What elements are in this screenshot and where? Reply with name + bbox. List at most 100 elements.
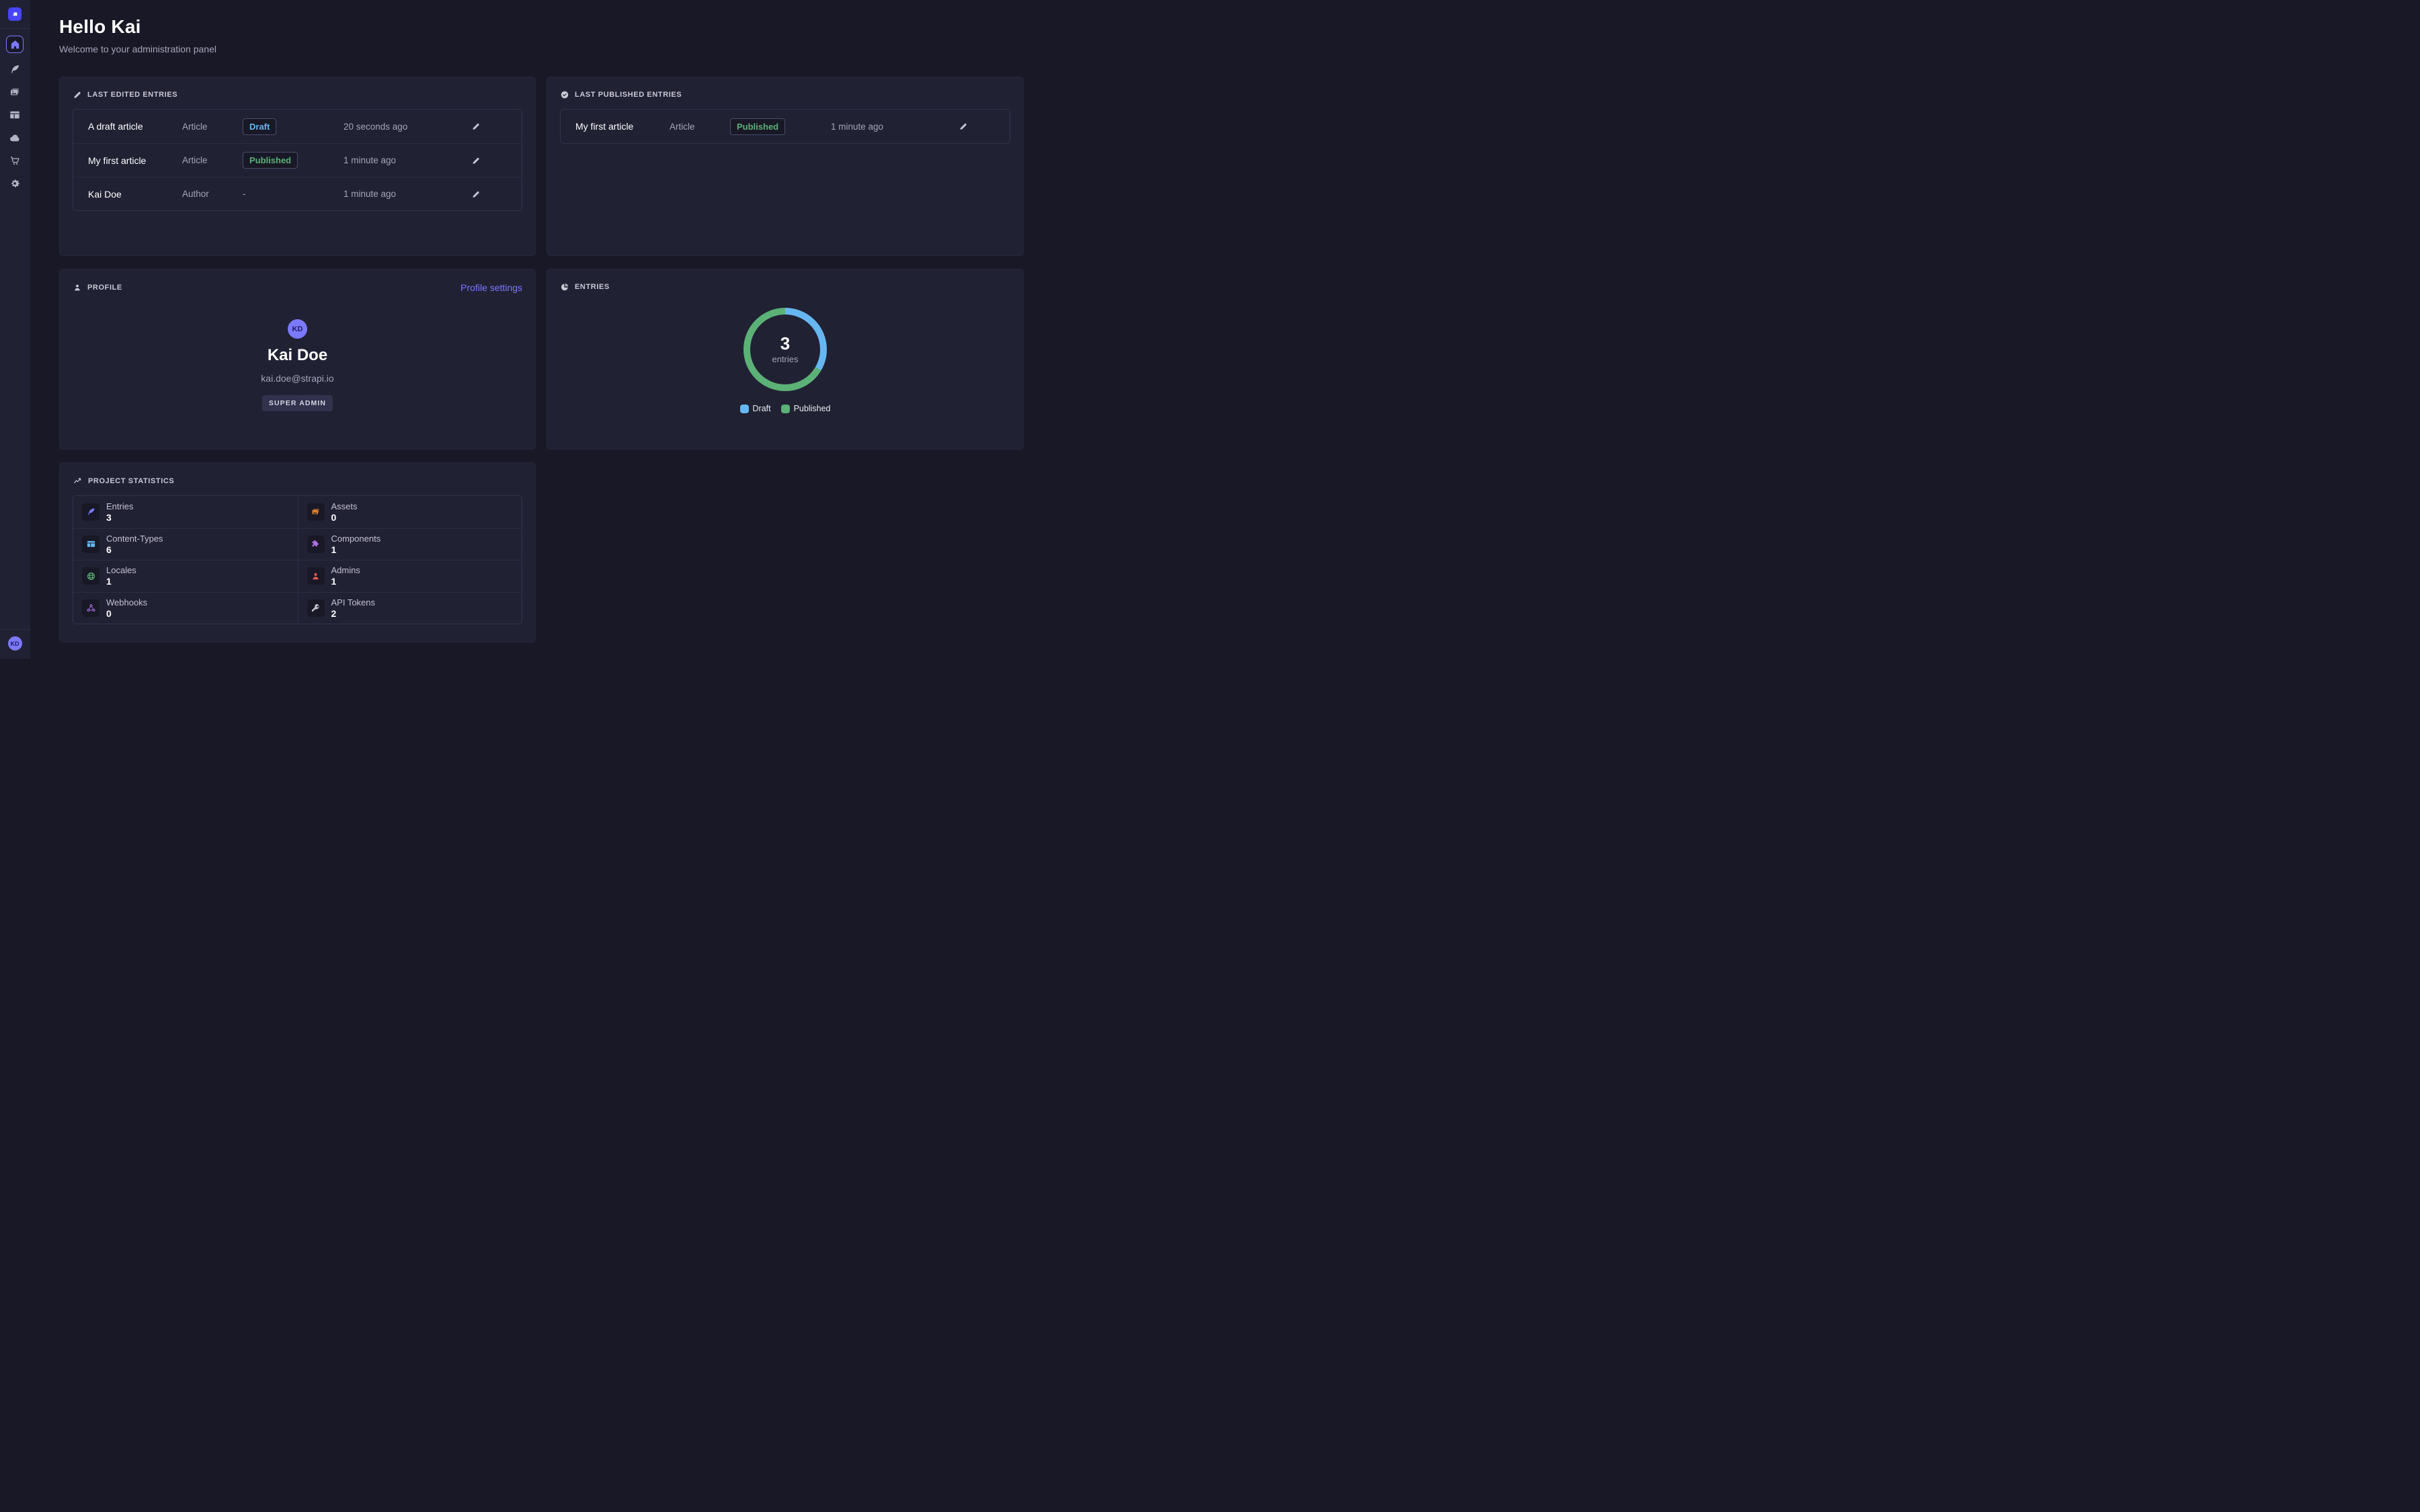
stat-label: Content-Types bbox=[106, 533, 163, 544]
entries-card: ENTRIES 3 entries bbox=[547, 269, 1024, 450]
entry-status: Published bbox=[730, 118, 831, 135]
table-row: A draft article Article Draft 20 seconds… bbox=[73, 110, 522, 143]
last-edited-header: LAST EDITED ENTRIES bbox=[73, 90, 522, 99]
edit-entry-button[interactable] bbox=[471, 122, 481, 131]
page-title: Hello Kai bbox=[59, 16, 141, 37]
entries-body: 3 entries Draft Published bbox=[560, 292, 1010, 413]
sidebar-item-media-library[interactable] bbox=[6, 83, 24, 101]
role-badge: SUPER ADMIN bbox=[261, 395, 333, 411]
images-icon bbox=[9, 86, 21, 98]
entry-name: Kai Doe bbox=[88, 188, 122, 200]
main-content: Hello Kai Welcome to your administration… bbox=[30, 0, 1054, 659]
status-text: - bbox=[243, 188, 246, 199]
user-icon bbox=[73, 283, 82, 292]
feather-icon bbox=[9, 63, 21, 75]
gear-icon bbox=[9, 177, 21, 190]
stat-label: Webhooks bbox=[106, 597, 148, 607]
sidebar-item-marketplace[interactable] bbox=[6, 152, 24, 169]
profile-settings-link[interactable]: Profile settings bbox=[460, 282, 522, 293]
last-edited-table: A draft article Article Draft 20 seconds… bbox=[73, 109, 522, 211]
user-icon bbox=[307, 567, 325, 585]
entry-time: 20 seconds ago bbox=[344, 121, 408, 132]
legend-item-published: Published bbox=[780, 404, 831, 413]
stat-label: Assets bbox=[331, 501, 358, 511]
key-icon bbox=[307, 599, 325, 617]
entries-header: ENTRIES bbox=[560, 282, 1010, 292]
published-swatch bbox=[780, 404, 790, 413]
edit-entry-button[interactable] bbox=[471, 190, 481, 199]
profile-card: PROFILE Profile settings KD Kai Doe kai.… bbox=[59, 269, 536, 450]
legend-item-draft: Draft bbox=[739, 404, 771, 413]
stat-label: Entries bbox=[106, 501, 134, 511]
entries-count-label: entries bbox=[772, 354, 799, 364]
profile-avatar: KD bbox=[288, 319, 307, 339]
entry-time: 1 minute ago bbox=[831, 121, 884, 132]
draft-swatch bbox=[739, 404, 749, 413]
globe-icon bbox=[82, 567, 99, 585]
app-root: KD Hello Kai Welcome to your administrat… bbox=[0, 0, 1054, 659]
images-icon bbox=[307, 503, 325, 521]
table-row: My first article Article Published 1 min… bbox=[561, 110, 1010, 143]
stat-value: 6 bbox=[106, 544, 112, 555]
check-circle-icon bbox=[560, 90, 569, 99]
sidebar-divider bbox=[0, 28, 30, 29]
stat-admins: Admins 1 bbox=[297, 560, 522, 592]
card-title: PROFILE bbox=[87, 284, 122, 292]
stat-label: Components bbox=[331, 533, 381, 544]
sidebar-item-content-type-builder[interactable] bbox=[6, 106, 24, 124]
webhook-icon bbox=[82, 599, 99, 617]
sidebar-item-home[interactable] bbox=[6, 36, 24, 53]
pencil-icon bbox=[471, 156, 481, 165]
profile-name: Kai Doe bbox=[267, 346, 328, 364]
last-edited-card: LAST EDITED ENTRIES A draft article Arti… bbox=[59, 77, 536, 256]
sidebar-divider bbox=[0, 629, 30, 630]
puzzle-icon bbox=[307, 535, 325, 553]
status-badge: Published bbox=[243, 152, 298, 169]
card-title: ENTRIES bbox=[575, 283, 610, 291]
entries-donut-chart: 3 entries bbox=[741, 306, 829, 393]
entry-type: Article bbox=[182, 121, 208, 132]
entry-time: 1 minute ago bbox=[344, 155, 397, 165]
feather-icon bbox=[82, 503, 99, 521]
stat-components: Components 1 bbox=[297, 528, 522, 560]
stats-grid: Entries 3 Assets 0 bbox=[73, 495, 522, 624]
donut-center: 3 entries bbox=[741, 306, 829, 393]
entry-type: Article bbox=[182, 155, 208, 165]
page-subtitle: Welcome to your administration panel bbox=[59, 44, 216, 54]
stat-content-types: Content-Types 6 bbox=[73, 528, 298, 560]
profile-header: PROFILE bbox=[73, 283, 122, 292]
sidebar-bottom: KD bbox=[0, 629, 30, 659]
last-published-table: My first article Article Published 1 min… bbox=[560, 109, 1010, 144]
entries-count: 3 bbox=[780, 333, 791, 353]
dashboard-grid: LAST EDITED ENTRIES A draft article Arti… bbox=[59, 77, 1024, 642]
profile-email: kai.doe@strapi.io bbox=[261, 373, 334, 384]
chart-pie-icon bbox=[560, 282, 569, 292]
page-header: Hello Kai Welcome to your administration… bbox=[59, 16, 1024, 54]
stat-locales: Locales 1 bbox=[73, 560, 298, 592]
sidebar: KD bbox=[0, 0, 30, 659]
sidebar-item-settings[interactable] bbox=[6, 175, 24, 192]
last-published-header: LAST PUBLISHED ENTRIES bbox=[560, 90, 1010, 99]
entry-type: Author bbox=[182, 189, 209, 199]
user-avatar[interactable]: KD bbox=[7, 636, 22, 650]
layout-icon bbox=[9, 109, 21, 121]
pencil-icon bbox=[959, 122, 968, 131]
stat-api-tokens: API Tokens 2 bbox=[297, 591, 522, 624]
card-title: LAST PUBLISHED ENTRIES bbox=[575, 91, 682, 99]
entry-name: My first article bbox=[575, 121, 634, 132]
stat-value: 3 bbox=[106, 511, 112, 523]
stat-value: 0 bbox=[106, 607, 112, 619]
edit-entry-button[interactable] bbox=[959, 122, 968, 131]
entry-status: Published bbox=[243, 152, 344, 169]
strapi-logo[interactable] bbox=[8, 7, 22, 21]
stat-webhooks: Webhooks 0 bbox=[73, 591, 298, 624]
sidebar-item-content-manager[interactable] bbox=[6, 60, 24, 78]
pencil-icon bbox=[73, 90, 82, 99]
status-badge: Published bbox=[730, 118, 786, 135]
stat-value: 2 bbox=[331, 607, 337, 619]
sidebar-item-cloud[interactable] bbox=[6, 129, 24, 146]
stat-label: Admins bbox=[331, 565, 360, 576]
project-statistics-card: PROJECT STATISTICS Entries 3 bbox=[59, 462, 536, 642]
stat-label: API Tokens bbox=[331, 597, 376, 607]
edit-entry-button[interactable] bbox=[471, 156, 481, 165]
